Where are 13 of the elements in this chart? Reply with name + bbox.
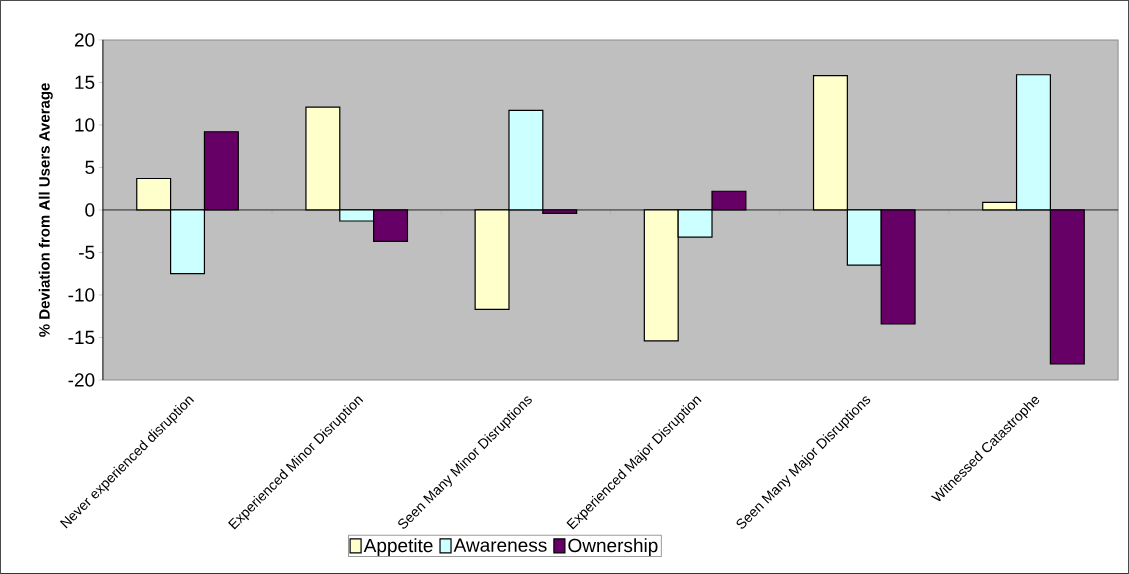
y-tick-label: -10 [68, 288, 95, 302]
y-tick-label: 15 [75, 75, 95, 90]
y-axis-title: % Deviation from All Users Average [38, 83, 53, 337]
legend-label: Appetite [363, 538, 433, 556]
y-tick-label: -15 [68, 330, 95, 345]
y-tick-label: 20 [74, 33, 95, 47]
legend-label: Ownership [568, 538, 658, 556]
y-tick-label: 0 [85, 203, 95, 217]
y-tick-label: -20 [68, 373, 95, 387]
y-tick-label: 5 [85, 160, 95, 175]
legend-label: Awareness [453, 538, 547, 552]
y-tick-label: -5 [79, 245, 95, 260]
y-tick-label: 10 [75, 118, 95, 132]
